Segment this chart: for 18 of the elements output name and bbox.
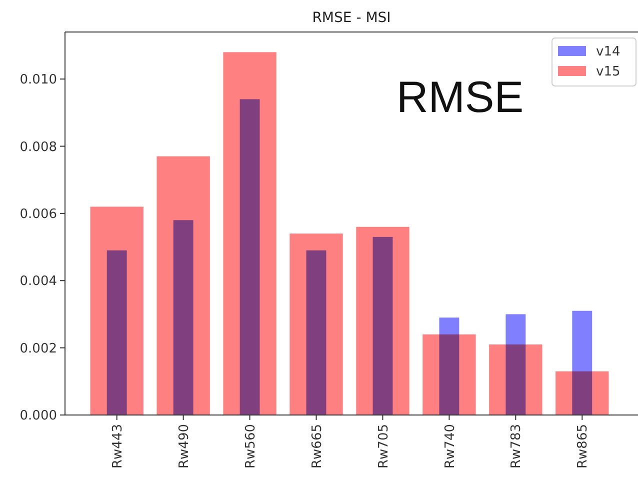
- y-tick-label: 0.002: [20, 341, 57, 356]
- annotation: RMSE: [396, 73, 524, 122]
- y-tick-label: 0.004: [20, 274, 57, 290]
- chart-title: RMSE - MSI: [312, 10, 391, 26]
- x-tick-label: Rw740: [442, 424, 458, 468]
- y-tick-label: 0.006: [20, 206, 57, 222]
- x-tick-label: Rw560: [243, 424, 258, 468]
- legend-label: v14: [596, 44, 620, 60]
- x-tick-label: Rw490: [176, 424, 192, 468]
- legend-label: v15: [596, 64, 620, 80]
- y-tick-label: 0.000: [20, 408, 57, 424]
- y-tick-label: 0.010: [20, 72, 57, 88]
- x-tick-label: Rw783: [509, 424, 524, 468]
- x-tick-label: Rw705: [376, 424, 392, 468]
- y-tick-label: 0.008: [20, 140, 57, 155]
- x-tick-label: Rw443: [110, 424, 126, 468]
- x-tick-label: Rw865: [576, 424, 591, 468]
- x-tick-label: Rw665: [310, 424, 325, 468]
